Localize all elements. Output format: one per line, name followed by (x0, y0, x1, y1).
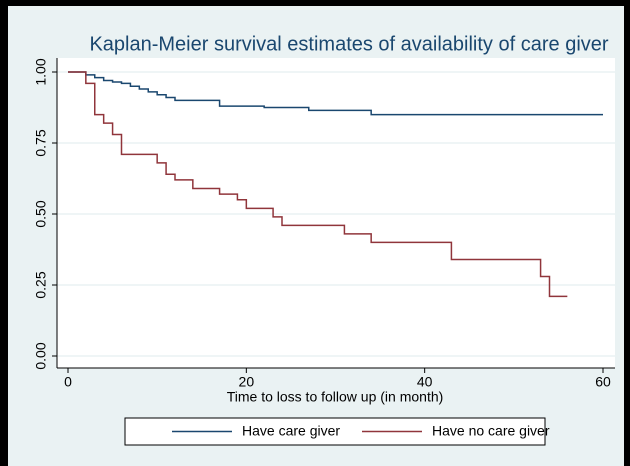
y-tick-label: 0.00 (33, 342, 49, 369)
x-axis-title: Time to loss to follow up (in month) (227, 389, 444, 405)
legend-label: Have care giver (242, 423, 340, 439)
y-tick-label: 1.00 (33, 58, 49, 85)
y-tick-label: 0.50 (33, 200, 49, 227)
x-tick-label: 20 (239, 374, 255, 390)
x-tick-label: 0 (64, 374, 72, 390)
survival-curve (68, 71, 603, 116)
x-tick-label: 40 (417, 374, 433, 390)
survival-curve (68, 71, 568, 298)
x-tick-label: 60 (595, 374, 611, 390)
y-tick-label: 0.75 (33, 129, 49, 156)
legend-label: Have no care giver (432, 423, 550, 439)
chart-title: Kaplan-Meier survival estimates of avail… (89, 33, 608, 55)
plot-region (57, 58, 615, 368)
y-tick-label: 0.25 (33, 271, 49, 298)
